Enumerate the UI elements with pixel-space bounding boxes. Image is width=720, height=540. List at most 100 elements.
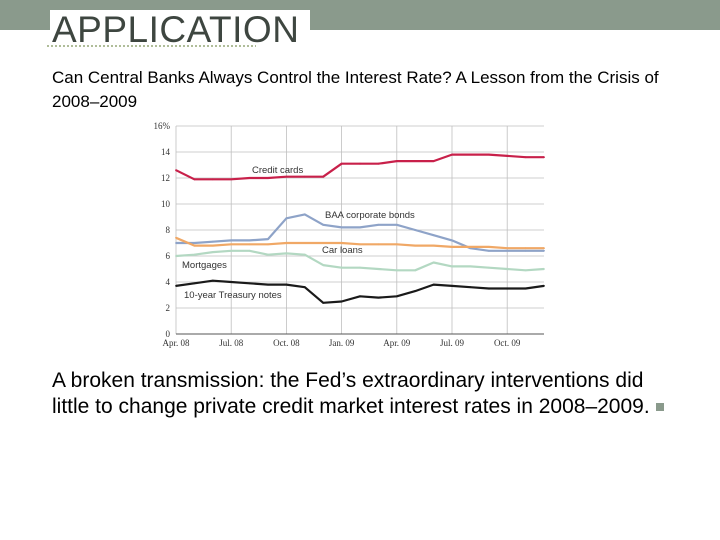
data-point (377, 296, 380, 299)
data-point (469, 286, 472, 289)
title-background (50, 10, 310, 48)
data-point (359, 266, 361, 269)
slide-body-text: A broken transmission: the Fed’s extraor… (52, 369, 650, 418)
series-label: Credit cards (252, 165, 303, 176)
data-point (524, 249, 527, 252)
data-point (230, 243, 233, 246)
data-point (285, 242, 288, 244)
y-tick-label: 14 (161, 147, 171, 157)
data-point (193, 178, 196, 181)
data-point (414, 229, 417, 231)
data-point (487, 287, 490, 290)
data-point (414, 269, 417, 272)
data-point (230, 239, 233, 242)
x-tick-label: Oct. 09 (494, 338, 521, 348)
data-point (285, 283, 288, 286)
data-point (451, 153, 453, 156)
chart-series (175, 153, 545, 304)
data-point (359, 162, 361, 165)
data-point (303, 175, 306, 178)
y-tick-label: 8 (166, 225, 171, 235)
data-point (211, 279, 214, 282)
data-point (248, 243, 251, 246)
data-point (230, 281, 233, 283)
data-point (414, 290, 417, 292)
data-point (175, 236, 177, 239)
data-point (359, 226, 361, 229)
data-point (395, 269, 398, 272)
data-point (487, 246, 490, 248)
data-point (340, 266, 343, 269)
data-point (248, 177, 251, 179)
y-tick-label: 2 (166, 303, 171, 313)
data-point (230, 178, 233, 181)
data-point (469, 265, 472, 268)
end-square-icon (655, 403, 664, 411)
data-point (395, 295, 398, 298)
data-point (267, 283, 269, 286)
data-point (451, 246, 453, 248)
y-tick-label: 6 (166, 251, 171, 261)
data-point (524, 156, 527, 159)
chart-series-labels: Credit cards BAA corporate bonds Car loans… (182, 165, 415, 301)
data-point (395, 243, 398, 246)
slide-body: A broken transmission: the Fed’s extraor… (52, 368, 672, 420)
data-point (377, 223, 380, 226)
data-point (267, 177, 269, 179)
y-tick-label: 10 (161, 199, 171, 209)
data-point (211, 240, 214, 243)
data-point (469, 153, 472, 156)
data-point (487, 266, 490, 269)
data-point (285, 252, 288, 255)
data-point (340, 300, 343, 303)
data-point (359, 295, 361, 298)
data-point (175, 242, 177, 244)
data-point (175, 255, 177, 257)
data-point (340, 162, 343, 165)
data-point (267, 238, 269, 240)
data-point (285, 175, 288, 178)
data-point (248, 249, 251, 252)
series-label: 10-year Treasury notes (184, 290, 282, 301)
x-tick-label: Jul. 09 (440, 338, 465, 348)
y-tick-label: 16% (154, 121, 171, 131)
data-point (395, 223, 398, 226)
data-point (524, 247, 527, 250)
data-point (432, 283, 435, 286)
data-point (524, 269, 527, 272)
y-tick-label: 12 (161, 173, 170, 183)
data-point (432, 261, 435, 264)
data-point (506, 268, 509, 270)
x-tick-label: Apr. 09 (383, 338, 411, 348)
data-point (414, 160, 417, 162)
data-point (322, 264, 325, 266)
data-point (543, 247, 545, 250)
slide-subtitle: Can Central Banks Always Control the Int… (52, 68, 659, 111)
data-point (414, 244, 417, 247)
data-point (285, 217, 288, 220)
data-point (230, 249, 233, 252)
data-point (193, 253, 196, 256)
data-point (506, 155, 509, 157)
data-point (303, 213, 306, 216)
data-point (506, 287, 509, 290)
x-tick-label: Oct. 08 (273, 338, 300, 348)
data-point (193, 244, 196, 247)
data-point (175, 285, 177, 287)
data-point (248, 239, 251, 242)
y-tick-label: 4 (166, 277, 171, 287)
data-point (506, 249, 509, 252)
data-point (359, 243, 361, 246)
data-point (303, 286, 306, 289)
data-point (487, 153, 490, 156)
data-point (451, 239, 453, 242)
data-point (322, 223, 325, 226)
data-point (469, 246, 472, 248)
data-point (377, 162, 380, 165)
data-point (248, 282, 251, 285)
data-point (193, 242, 196, 244)
data-point (303, 242, 306, 244)
x-tick-label: Jul. 08 (219, 338, 244, 348)
data-point (193, 282, 196, 285)
interest-rate-line-chart: 0 2 4 6 8 10 12 14 16% Apr. 08 Jul. 08 Oct. 08 Jan. … (154, 121, 545, 348)
